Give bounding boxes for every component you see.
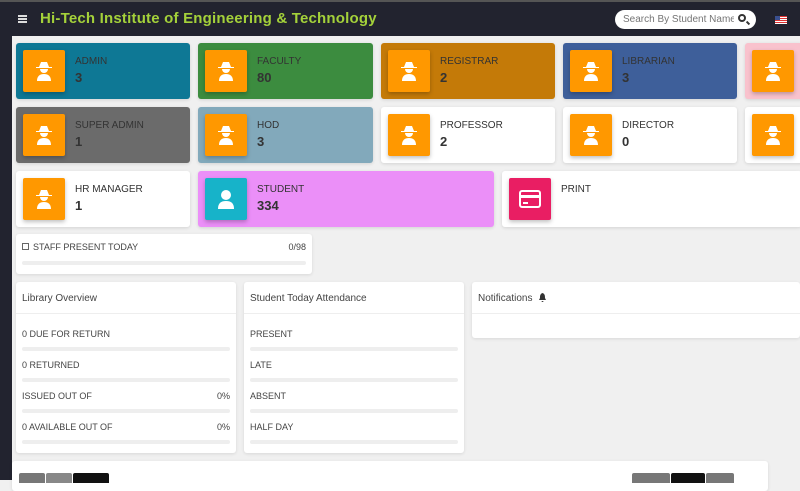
today-button[interactable] <box>73 473 109 483</box>
stat-card-librarian[interactable]: LIBRARIAN 3 <box>563 43 737 99</box>
panel-title: Notifications <box>478 293 533 304</box>
stat-card-extra[interactable] <box>745 43 800 99</box>
spy-icon <box>570 50 612 92</box>
us-flag-icon[interactable] <box>775 16 787 24</box>
spy-icon <box>388 114 430 156</box>
panel-title: Student Today Attendance <box>250 293 367 304</box>
calendar-icon <box>22 243 29 250</box>
top-navbar: Hi-Tech Institute of Engineering & Techn… <box>0 0 800 36</box>
progress-bar <box>250 409 458 413</box>
card-value: 2 <box>440 134 448 149</box>
card-value: 80 <box>257 70 272 85</box>
card-label: STUDENT <box>257 184 305 195</box>
spy-icon <box>205 50 247 92</box>
card-value: 1 <box>75 198 83 213</box>
card-value: 3 <box>75 70 83 85</box>
stat-card-faculty[interactable]: FACULTY 80 <box>198 43 373 99</box>
spy-icon <box>205 114 247 156</box>
stat-card-director[interactable]: DIRECTOR 0 <box>563 107 737 163</box>
progress-bar <box>22 409 230 413</box>
row-value: 0% <box>216 422 230 432</box>
spy-icon <box>752 114 794 156</box>
sidebar <box>0 36 12 480</box>
card-value: 3 <box>622 70 630 85</box>
row-label: PRESENT <box>250 329 293 339</box>
spy-icon <box>23 50 65 92</box>
stat-card-professor[interactable]: PROFESSOR 2 <box>381 107 555 163</box>
stat-card-hr-manager[interactable]: HR MANAGER 1 <box>16 171 190 227</box>
row-label: ABSENT <box>250 391 287 401</box>
card-value: 2 <box>440 70 448 85</box>
row-label: ISSUED OUT OF <box>22 391 92 401</box>
progress-bar <box>250 378 458 382</box>
stat-card-hod[interactable]: HOD 3 <box>198 107 373 163</box>
student-search-input[interactable] <box>615 10 756 29</box>
search-icon[interactable] <box>738 14 746 22</box>
user-icon <box>205 178 247 220</box>
stat-card-print[interactable]: PRINT <box>502 171 800 227</box>
card-label: LIBRARIAN <box>622 56 675 67</box>
spy-icon <box>752 50 794 92</box>
row-label: HALF DAY <box>250 422 294 432</box>
library-overview-panel: Library Overview 0 DUE FOR RETURN 0 RETU… <box>16 282 236 453</box>
card-label: PRINT <box>561 184 591 195</box>
card-label: HR MANAGER <box>75 184 143 195</box>
row-label: LATE <box>250 360 272 370</box>
month-view-button[interactable] <box>632 473 670 483</box>
stat-card-super-admin[interactable]: SUPER ADMIN 1 <box>16 107 190 163</box>
progress-bar <box>22 440 230 444</box>
card-value: 334 <box>257 198 279 213</box>
progress-bar <box>22 378 230 382</box>
row-label: 0 DUE FOR RETURN <box>22 329 111 339</box>
card-label: SUPER ADMIN <box>75 120 144 131</box>
progress-bar <box>250 347 458 351</box>
row-label: 0 AVAILABLE OUT OF <box>22 422 113 432</box>
stat-card-student[interactable]: STUDENT 334 <box>198 171 494 227</box>
card-label: FACULTY <box>257 56 302 67</box>
card-label: REGISTRAR <box>440 56 499 67</box>
staff-present-value: 0/98 <box>288 242 306 252</box>
staff-present-label: STAFF PRESENT TODAY <box>33 242 139 252</box>
card-label: PROFESSOR <box>440 120 503 131</box>
staff-present-panel: STAFF PRESENT TODAY 0/98 <box>16 234 312 274</box>
progress-bar <box>250 440 458 444</box>
week-view-button[interactable] <box>671 473 705 483</box>
menu-icon[interactable] <box>18 15 27 23</box>
stat-card-extra[interactable] <box>745 107 800 163</box>
notifications-panel: Notifications <box>472 282 800 338</box>
calendar-panel <box>12 461 768 491</box>
attendance-panel: Student Today Attendance PRESENT LATE AB… <box>244 282 464 453</box>
credit-card-icon <box>509 178 551 220</box>
row-label: 0 RETURNED <box>22 360 80 370</box>
card-label: DIRECTOR <box>622 120 675 131</box>
stat-card-registrar[interactable]: REGISTRAR 2 <box>381 43 555 99</box>
card-label: ADMIN <box>75 56 108 67</box>
card-label: HOD <box>257 120 280 131</box>
progress-bar <box>22 347 230 351</box>
panel-title: Library Overview <box>22 293 98 304</box>
row-value: 0% <box>216 391 230 401</box>
staff-progress-bar <box>22 261 306 265</box>
spy-icon <box>570 114 612 156</box>
next-button[interactable] <box>46 473 72 483</box>
day-view-button[interactable] <box>706 473 734 483</box>
spy-icon <box>23 178 65 220</box>
prev-button[interactable] <box>19 473 45 483</box>
card-value: 1 <box>75 134 83 149</box>
card-value: 3 <box>257 134 265 149</box>
spy-icon <box>388 50 430 92</box>
bell-icon <box>539 293 546 302</box>
stat-card-admin[interactable]: ADMIN 3 <box>16 43 190 99</box>
spy-icon <box>23 114 65 156</box>
app-title: Hi-Tech Institute of Engineering & Techn… <box>40 10 377 27</box>
card-value: 0 <box>622 134 630 149</box>
